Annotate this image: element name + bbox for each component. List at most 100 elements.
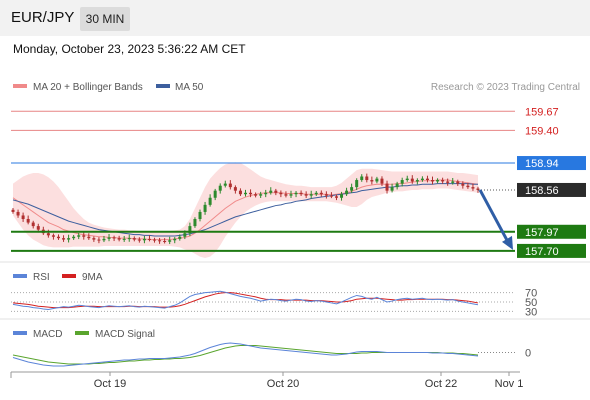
candle-body [420, 178, 424, 181]
level-tag-bg [517, 243, 586, 258]
candle-body [213, 190, 217, 198]
candle-body [102, 238, 106, 241]
candle-body [431, 180, 435, 182]
level-label: 157.97 [525, 227, 559, 239]
candle-body [122, 238, 126, 240]
candle-body [137, 239, 141, 241]
candle-body [274, 190, 278, 193]
level-label: 159.67 [525, 106, 559, 118]
candle-body [385, 183, 389, 191]
candle-body [329, 195, 333, 197]
candle-body [228, 183, 232, 188]
candle-body [82, 235, 86, 237]
candle-body [375, 178, 379, 182]
header-bar: EUR/JPY 30 MIN [0, 0, 590, 36]
legend-rsi: RSI [33, 272, 50, 283]
legend-rsi-ma: 9MA [82, 272, 103, 283]
candle-body [223, 183, 227, 186]
level-label: 159.40 [525, 125, 559, 137]
timeframe-button[interactable]: 30 MIN [80, 7, 130, 31]
bollinger-band-area [13, 162, 478, 258]
level-tag-bg [517, 224, 586, 239]
candle-body [56, 236, 60, 239]
x-axis: Oct 19 Oct 20 Oct 22 Nov 1 [10, 372, 523, 390]
candle-body [107, 237, 111, 239]
candle-body [451, 181, 455, 183]
macd-line [12, 342, 479, 367]
candle-body [97, 239, 101, 241]
candle-body [51, 235, 55, 237]
candle-body [112, 237, 116, 239]
candle-body [425, 178, 429, 181]
price-panel: 159.67 159.40 158.94 158.56 157.97 157.70 [11, 106, 586, 258]
x-tick-label: Oct 22 [425, 378, 457, 390]
candle-body [269, 190, 273, 193]
candle-body [127, 238, 131, 240]
candle-body [31, 222, 35, 227]
candle-body [340, 194, 344, 198]
rsi-level-label: 50 [525, 297, 537, 309]
candle-body [36, 226, 40, 230]
candle-body [466, 185, 470, 188]
candle-body [284, 194, 288, 196]
candle-body [360, 176, 364, 181]
x-tick-label: Oct 19 [94, 378, 126, 390]
legend-swatch-ma50 [156, 84, 170, 88]
candle-body [461, 183, 465, 186]
candle-body [405, 178, 409, 181]
rsi-line [12, 290, 479, 310]
instrument-title: EUR/JPY [11, 9, 75, 26]
candle-body [350, 187, 354, 191]
candle-body [380, 178, 384, 184]
legend-macd: MACD [33, 329, 62, 340]
candle-body [16, 211, 20, 216]
candle-body [314, 192, 318, 195]
candle-body [193, 219, 197, 227]
candle-body [11, 209, 15, 212]
candle-body [400, 180, 404, 184]
candle-body [163, 240, 167, 242]
candle-body [471, 187, 475, 189]
candle-body [259, 194, 263, 196]
candle-body [355, 180, 359, 188]
candle-body [238, 190, 242, 195]
candle-body [67, 238, 71, 240]
candle-body [279, 192, 283, 195]
ma20-line [12, 179, 479, 241]
candle-body [77, 235, 81, 237]
candle-body [62, 238, 66, 240]
rsi-legend: RSI 9MA [13, 272, 103, 283]
candle-body [309, 194, 313, 196]
level-label: 158.94 [525, 158, 559, 170]
legend-swatch-macd-signal [75, 331, 89, 335]
candle-body [446, 181, 450, 183]
level-tag-bg [517, 182, 586, 197]
candle-body [365, 176, 369, 181]
candle-body [345, 190, 349, 195]
candle-body [87, 236, 91, 239]
candle-body [132, 238, 136, 240]
price-legend: MA 20 + Bollinger Bands MA 50 Research ©… [13, 82, 580, 93]
legend-macd-signal: MACD Signal [95, 329, 155, 340]
candle-body [304, 194, 308, 196]
candle-body [178, 236, 182, 239]
credit-text: Research © 2023 Trading Central [431, 82, 580, 93]
candle-body [233, 187, 237, 191]
legend-ma-bb: MA 20 + Bollinger Bands [33, 82, 143, 93]
rsi-level-label: 30 [525, 306, 537, 318]
level-label: 158.56 [525, 185, 559, 197]
legend-ma50: MA 50 [175, 82, 204, 93]
candle-body [117, 238, 121, 240]
candle-body [334, 196, 338, 198]
candle-body [441, 180, 445, 182]
macd-level-label: 0 [525, 348, 531, 360]
candle-body [395, 183, 399, 188]
candle-body [198, 211, 202, 220]
candle-body [299, 192, 303, 195]
legend-swatch-ma-bb [13, 84, 27, 88]
rsi-ma-line [12, 292, 479, 309]
candle-body [370, 180, 374, 182]
candle-body [153, 239, 157, 241]
